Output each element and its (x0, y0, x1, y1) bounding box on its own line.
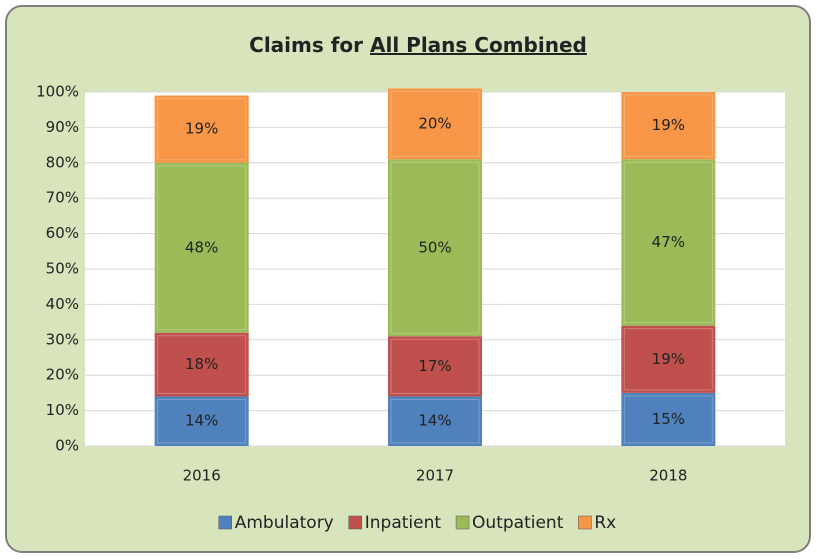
bar-shade (157, 398, 247, 444)
data-label: 15% (652, 410, 685, 428)
legend-label: Outpatient (472, 513, 564, 533)
title-underlined: All Plans Combined (370, 33, 587, 57)
legend-label: Rx (594, 513, 616, 533)
legend-swatch (218, 515, 232, 530)
bar-shade (623, 94, 713, 157)
legend-swatch (578, 515, 592, 530)
y-tick-label: 80% (46, 153, 79, 171)
y-tick-label: 100% (36, 83, 79, 101)
bar-shade (157, 165, 247, 331)
bar-shade (390, 398, 480, 444)
title-text: Claims for (249, 33, 363, 57)
data-label: 14% (418, 412, 451, 430)
data-label: 19% (185, 120, 218, 138)
bar-shade (623, 161, 713, 324)
y-tick-label: 10% (46, 401, 79, 419)
y-tick-label: 40% (46, 295, 79, 313)
data-label: 50% (418, 238, 451, 256)
legend-swatch (348, 515, 363, 530)
y-tick-label: 20% (46, 366, 79, 384)
bar-shade (390, 161, 480, 334)
legend: Ambulatory Inpatient Outpatient Rx (218, 513, 616, 533)
bar-shade (623, 328, 713, 391)
y-tick-label: 70% (46, 189, 79, 207)
bar-shade (157, 335, 247, 394)
legend-swatch (455, 515, 470, 530)
data-label: 19% (652, 350, 685, 368)
chart-title: Claims for All Plans Combined (249, 33, 587, 57)
y-tick-label: 0% (55, 437, 79, 455)
legend-label: Inpatient (365, 513, 442, 533)
bar-shade (623, 395, 713, 444)
bar-shade (390, 338, 480, 394)
data-label: 47% (652, 233, 685, 251)
data-label: 20% (418, 114, 451, 132)
y-tick-label: 60% (46, 224, 79, 242)
y-tick-label: 30% (46, 330, 79, 348)
y-tick-label: 90% (46, 118, 79, 136)
y-tick-label: 50% (46, 260, 79, 278)
x-tick-label: 2017 (416, 467, 454, 485)
data-label: 48% (185, 238, 218, 256)
x-tick-label: 2016 (183, 467, 221, 485)
data-label: 14% (185, 412, 218, 430)
data-label: 18% (185, 355, 218, 373)
data-label: 19% (652, 116, 685, 134)
bar-shade (390, 90, 480, 157)
bar-shade (157, 98, 247, 161)
legend-label: Ambulatory (235, 513, 334, 533)
data-label: 17% (418, 357, 451, 375)
x-tick-label: 2018 (649, 467, 687, 485)
